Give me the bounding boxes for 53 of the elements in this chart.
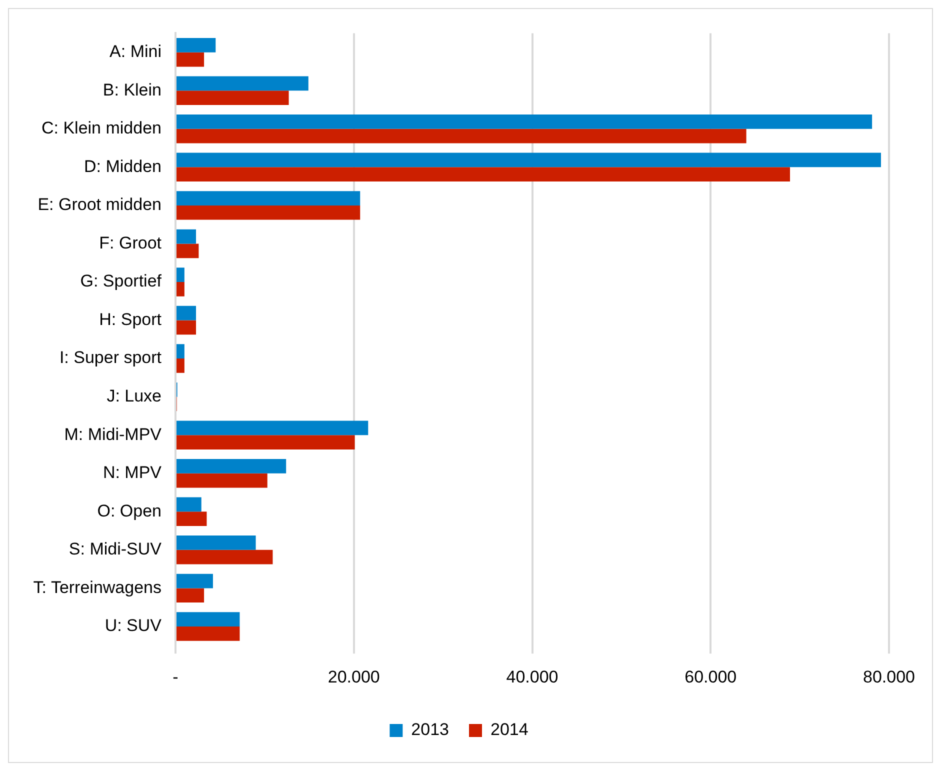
- bar: [176, 152, 881, 168]
- bar: [176, 90, 289, 105]
- bar: [176, 612, 240, 626]
- bar: [176, 282, 184, 296]
- bar: [176, 167, 790, 182]
- bar: [176, 52, 204, 67]
- x-tick-label: 20.000: [328, 667, 380, 686]
- bar: [176, 588, 204, 603]
- bar: [176, 358, 184, 373]
- y-tick-label: I: Super sport: [59, 348, 162, 368]
- legend-label: 2013: [411, 720, 450, 740]
- x-tick-label: 40.000: [506, 667, 558, 686]
- y-tick-label: G: Sportief: [80, 272, 162, 291]
- y-tick-label: C: Klein midden: [41, 118, 162, 138]
- bar: [176, 114, 872, 129]
- bar: [176, 626, 240, 641]
- bar: [176, 205, 360, 220]
- legend-label: 2014: [490, 720, 528, 740]
- bar: [176, 550, 273, 564]
- bar: [176, 38, 216, 52]
- y-tick-label: S: Midi-SUV: [68, 540, 162, 559]
- y-tick-label: E: Groot midden: [38, 195, 162, 214]
- bar: [176, 268, 184, 282]
- y-tick-label: D: Midden: [84, 156, 162, 176]
- bar: [176, 574, 213, 588]
- bar: [176, 76, 308, 91]
- bar: [176, 473, 268, 488]
- bar: [176, 459, 286, 474]
- x-tick-label: 60.000: [684, 667, 737, 686]
- bar: [176, 344, 184, 359]
- bar: [176, 244, 199, 258]
- y-tick-label: H: Sport: [99, 310, 162, 329]
- bar: [176, 128, 746, 144]
- y-tick-label: T: Terreinwagens: [33, 578, 162, 597]
- bar: [176, 435, 355, 450]
- y-tick-label: O: Open: [97, 501, 162, 520]
- x-tick-label: 80.000: [863, 667, 915, 686]
- bar: [176, 229, 196, 244]
- y-tick-label: F: Groot: [99, 233, 162, 252]
- y-tick-label: A: Mini: [110, 42, 162, 62]
- bar: [176, 420, 368, 436]
- y-tick-label: N: MPV: [102, 463, 162, 482]
- bar: [176, 320, 196, 335]
- y-tick-label: U: SUV: [104, 616, 162, 636]
- x-tick-label: -: [172, 667, 178, 686]
- bar: [176, 306, 196, 320]
- bar: [176, 191, 360, 206]
- bar: [176, 497, 202, 512]
- y-tick-label: B: Klein: [102, 80, 162, 100]
- bar: [176, 512, 207, 526]
- bar: [176, 536, 256, 550]
- y-tick-label: M: Midi-MPV: [64, 424, 162, 444]
- y-tick-label: J: Luxe: [106, 386, 162, 406]
